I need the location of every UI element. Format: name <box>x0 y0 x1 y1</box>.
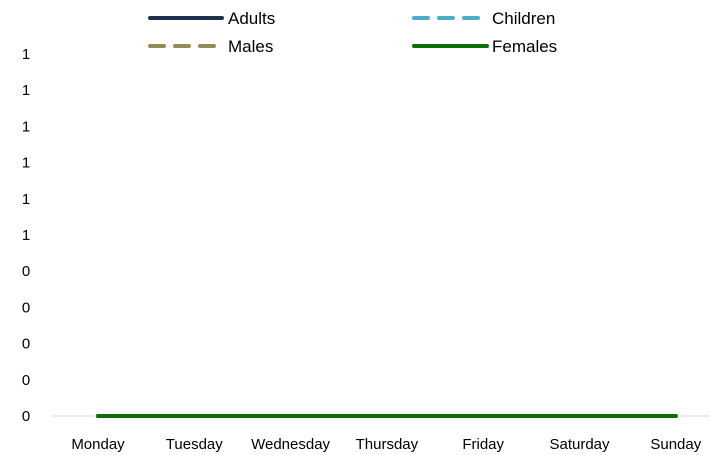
y-tick-label: 1 <box>22 46 30 63</box>
legend: Adults Children Males Females <box>148 9 557 56</box>
y-tick-label: 1 <box>22 155 30 172</box>
x-tick-label: Wednesday <box>251 436 330 453</box>
x-tick-label: Thursday <box>356 436 419 453</box>
y-tick-label: 1 <box>22 118 30 135</box>
y-tick-label: 1 <box>22 227 30 244</box>
x-tick-label: Sunday <box>650 436 701 453</box>
y-tick-label: 1 <box>22 82 30 99</box>
x-tick-label: Saturday <box>549 436 610 453</box>
y-tick-label: 0 <box>22 336 30 353</box>
legend-label-adults: Adults <box>228 9 275 28</box>
y-axis: 0 0 0 0 0 1 1 1 1 1 1 <box>22 46 30 425</box>
legend-label-males: Males <box>228 37 273 56</box>
x-axis: Monday Tuesday Wednesday Thursday Friday Satu… <box>71 436 701 453</box>
x-tick-label: Friday <box>462 436 504 453</box>
y-tick-label: 0 <box>22 408 30 425</box>
x-tick-label: Monday <box>71 436 125 453</box>
y-tick-label: 0 <box>22 263 30 280</box>
legend-label-females: Females <box>492 37 557 56</box>
x-tick-label: Tuesday <box>166 436 223 453</box>
legend-label-children: Children <box>492 9 555 28</box>
y-tick-label: 1 <box>22 191 30 208</box>
y-tick-label: 0 <box>22 372 30 389</box>
y-tick-label: 0 <box>22 299 30 316</box>
